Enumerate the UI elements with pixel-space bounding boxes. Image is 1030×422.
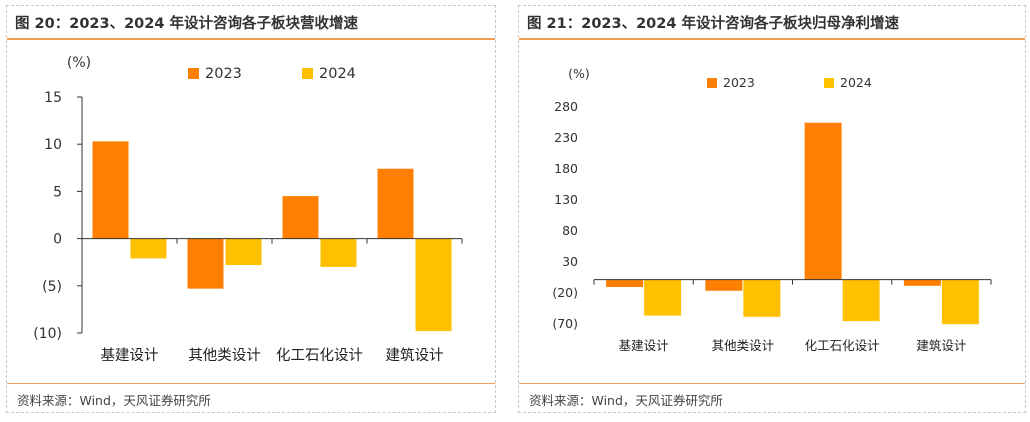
- bar-2023: [187, 238, 224, 289]
- y-tick-label: 280: [554, 99, 578, 114]
- category-label: 其他类设计: [188, 347, 261, 364]
- title-divider: [519, 38, 1025, 40]
- category-label: 建筑设计: [386, 347, 444, 364]
- chart-title: 图 21：2023、2024 年设计咨询各子板块归母净利增速: [527, 16, 899, 32]
- y-unit-label: (%): [67, 55, 91, 71]
- y-tick-label: 0: [53, 232, 62, 248]
- bar-2024: [415, 238, 452, 332]
- bar-2023: [606, 279, 644, 288]
- bar-2024: [130, 238, 167, 259]
- category-label: 基建设计: [619, 338, 669, 353]
- y-tick-label: 5: [53, 184, 62, 200]
- bar-2024: [225, 238, 262, 266]
- chart-source: 资料来源：Wind，天风证券研究所: [529, 393, 723, 408]
- category-label: 化工石化设计: [276, 347, 363, 364]
- legend-label-2023: 2023: [723, 75, 755, 90]
- y-tick-label: 180: [554, 161, 578, 176]
- legend-label-2023: 2023: [205, 66, 242, 82]
- chart-source: 资料来源：Wind，天风证券研究所: [17, 393, 211, 408]
- y-tick-label: 130: [554, 192, 578, 207]
- y-unit-label: (%): [568, 66, 590, 81]
- legend-swatch-2024: [302, 68, 313, 79]
- bar-2023: [92, 141, 129, 239]
- bar-2023: [377, 168, 414, 239]
- bar-2024: [743, 279, 781, 317]
- bar-2023: [903, 279, 941, 286]
- bar-2024: [941, 279, 979, 325]
- source-divider: [7, 383, 495, 384]
- y-tick-label: (5): [42, 279, 62, 295]
- chart-title: 图 20：2023、2024 年设计咨询各子板块营收增速: [15, 16, 358, 32]
- bar-2023: [282, 196, 319, 239]
- y-tick-label: 30: [562, 254, 578, 269]
- bar-2024: [842, 279, 880, 322]
- y-tick-label: 80: [562, 223, 578, 238]
- legend-label-2024: 2024: [319, 66, 356, 82]
- y-tick-label: (70): [552, 316, 578, 331]
- bar-2024: [320, 238, 357, 267]
- bar-2023: [804, 122, 842, 280]
- y-tick-label: 230: [554, 130, 578, 145]
- y-tick-label: 10: [44, 137, 62, 153]
- category-label: 其他类设计: [712, 338, 775, 353]
- net-profit-growth-chart: (%) 2023 2024 280 230 180 130 80 30 (20) (70) 基建设计 其…: [552, 66, 992, 353]
- bar-2024: [644, 279, 682, 316]
- title-divider: [7, 38, 495, 40]
- y-tick-label: 15: [44, 90, 62, 106]
- legend-swatch-2023: [707, 78, 717, 88]
- bar-2023: [705, 279, 743, 291]
- y-tick-label: (10): [33, 326, 62, 342]
- legend-swatch-2023: [188, 68, 199, 79]
- chart-panel-revenue: 图 20：2023、2024 年设计咨询各子板块营收增速 (%) 2023 2024…: [6, 5, 496, 413]
- category-label: 基建设计: [101, 347, 159, 364]
- source-divider: [519, 383, 1025, 384]
- y-tick-label: (20): [552, 285, 578, 300]
- chart-panel-net-profit: 图 21：2023、2024 年设计咨询各子板块归母净利增速 (%) 2023 20…: [518, 5, 1026, 413]
- revenue-growth-chart: (%) 2023 2024 15 10 5 0 (5) (10) 基建设计 其他类设计 化工石化设计 建…: [33, 55, 463, 364]
- legend-swatch-2024: [824, 78, 834, 88]
- legend-label-2024: 2024: [840, 75, 872, 90]
- category-label: 化工石化设计: [805, 338, 880, 353]
- category-label: 建筑设计: [916, 338, 966, 353]
